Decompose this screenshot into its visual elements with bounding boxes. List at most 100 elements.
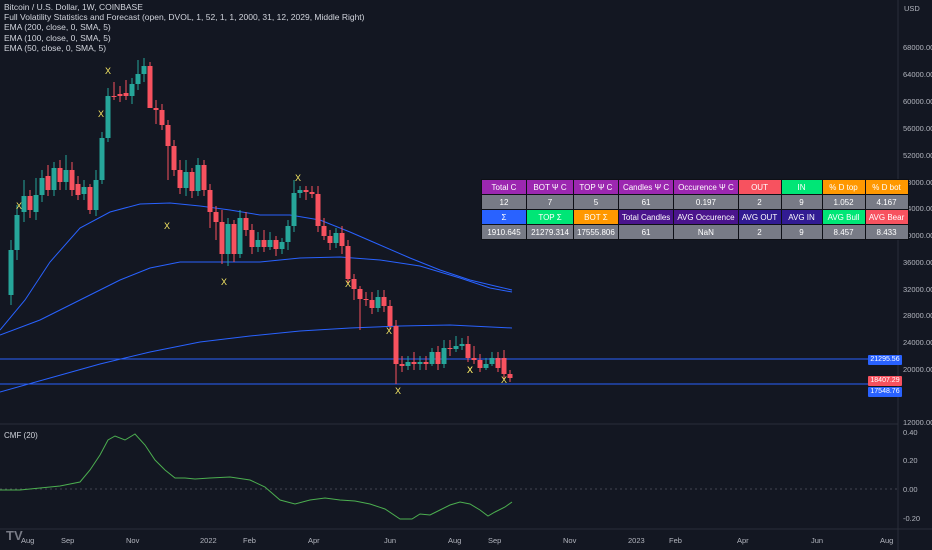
price-axis-label: 40000.00 <box>903 231 932 240</box>
stats-cell: % D top <box>821 179 866 195</box>
time-axis-label: Nov <box>126 536 140 545</box>
stats-cell: 8.433 <box>864 224 909 240</box>
candle-body <box>501 358 507 374</box>
candle-body <box>417 362 423 364</box>
stats-cell: 61 <box>617 224 675 240</box>
candle-body <box>507 374 513 378</box>
stats-cell: 21279.314 <box>526 224 574 240</box>
pivot-marker: X <box>345 279 351 289</box>
candle-body <box>297 190 303 193</box>
candle-body <box>291 193 297 226</box>
candle-body <box>405 362 411 366</box>
time-axis-label: Apr <box>308 536 320 545</box>
cmf-indicator-label[interactable]: CMF (20) <box>4 431 38 440</box>
candle-body <box>489 358 495 364</box>
stats-cell: 1910.645 <box>481 224 527 240</box>
candle-body <box>93 180 99 210</box>
pivot-marker: X <box>467 365 473 375</box>
price-tag-ema-upper: 21295.56 <box>868 355 902 365</box>
candle-body <box>33 195 39 212</box>
time-axis-label: Apr <box>737 536 749 545</box>
candle-body <box>387 306 393 326</box>
candle-body <box>87 187 93 210</box>
price-axis-label: 12000.00 <box>903 418 932 427</box>
candle-body <box>441 348 447 364</box>
indicator-ema200-label[interactable]: EMA (200, close, 0, SMA, 5) <box>4 22 111 33</box>
stats-cell: 9 <box>780 224 823 240</box>
candle-body <box>453 346 459 349</box>
candle-body <box>273 240 279 249</box>
time-axis-label: 2023 <box>628 536 645 545</box>
candle-body <box>147 66 153 108</box>
stats-cell: 1.052 <box>821 194 866 210</box>
stats-cell: Candles Ψ C <box>617 179 675 195</box>
time-axis-label: Sep <box>488 536 502 545</box>
stats-cell: NaN <box>673 224 739 240</box>
candle-body <box>237 218 243 254</box>
time-axis-label: Aug <box>448 536 462 545</box>
price-axis-label: 56000.00 <box>903 124 932 133</box>
stats-row: Total C BOT Ψ C TOP Ψ C Candles Ψ C Occurenc… <box>481 179 909 195</box>
pivot-marker: X <box>221 277 227 287</box>
stats-row: 12 7 5 61 0.197 2 9 1.052 4.167 <box>481 194 909 210</box>
candle-body <box>357 289 363 299</box>
stats-row: Σ TOP Σ BOT Σ Total Candles AVG Occurence AVG… <box>481 209 909 225</box>
ema-50-line <box>0 202 513 331</box>
time-axis-label: Feb <box>243 536 256 545</box>
stats-cell: 0.197 <box>673 194 739 210</box>
candle-body <box>159 110 165 125</box>
candle-body <box>177 170 183 188</box>
candle-body <box>309 192 315 194</box>
stats-cell: 2 <box>737 194 782 210</box>
candle-body <box>333 233 339 243</box>
candle-body <box>303 190 309 192</box>
indicator-ema50-label[interactable]: EMA (50, close, 0, SMA, 5) <box>4 42 107 53</box>
candle-body <box>435 352 441 364</box>
price-axis-label: 36000.00 <box>903 258 932 267</box>
time-axis-label: Aug <box>880 536 894 545</box>
stats-cell: 61 <box>617 194 675 210</box>
candle-body <box>201 165 207 190</box>
stats-cell: AVG OUT <box>737 209 782 225</box>
candle-body <box>465 344 471 358</box>
stats-cell: TOP Ψ C <box>573 179 619 195</box>
price-tag-ema-lower: 17548.76 <box>868 387 902 397</box>
candle-body <box>429 352 435 364</box>
candle-body <box>123 93 129 96</box>
stats-cell: Σ <box>481 209 527 225</box>
candle-body <box>195 165 201 191</box>
pivot-marker: X <box>295 173 301 183</box>
indicator-ema100-label[interactable]: EMA (100, close, 0, SMA, 5) <box>4 32 111 43</box>
candle-body <box>57 168 63 182</box>
candle-body <box>21 196 27 212</box>
candle-body <box>69 170 75 190</box>
indicator-volatility-label[interactable]: Full Volatility Statistics and Forecast … <box>4 12 365 23</box>
stats-cell: % D bot <box>864 179 909 195</box>
candle-body <box>141 66 147 74</box>
stats-cell: Total Candles <box>617 209 675 225</box>
candle-body <box>8 250 14 295</box>
candle-body <box>231 224 237 254</box>
candle-body <box>447 348 453 349</box>
candle-body <box>375 297 381 308</box>
stats-row: 1910.645 21279.314 17555.806 61 NaN 2 9 8.457 8.… <box>481 224 909 240</box>
candle-body <box>363 299 369 300</box>
stats-cell: 2 <box>737 224 782 240</box>
price-axis-label: 64000.00 <box>903 70 932 79</box>
candle-body <box>207 190 213 212</box>
symbol-title[interactable]: Bitcoin / U.S. Dollar, 1W, COINBASE <box>4 2 143 12</box>
stats-cell: 5 <box>573 194 619 210</box>
candle-body <box>225 224 231 254</box>
stats-cell: 7 <box>526 194 574 210</box>
price-axis-label: 68000.00 <box>903 43 932 52</box>
candle-body <box>477 360 483 368</box>
pivot-marker: X <box>105 66 111 76</box>
price-axis-label: 60000.00 <box>903 97 932 106</box>
candle-body <box>171 146 177 170</box>
candle-body <box>183 172 189 188</box>
candle-body <box>111 96 117 97</box>
ema-100-line <box>0 256 513 336</box>
pivot-marker: X <box>386 326 392 336</box>
candle-body <box>411 362 417 364</box>
